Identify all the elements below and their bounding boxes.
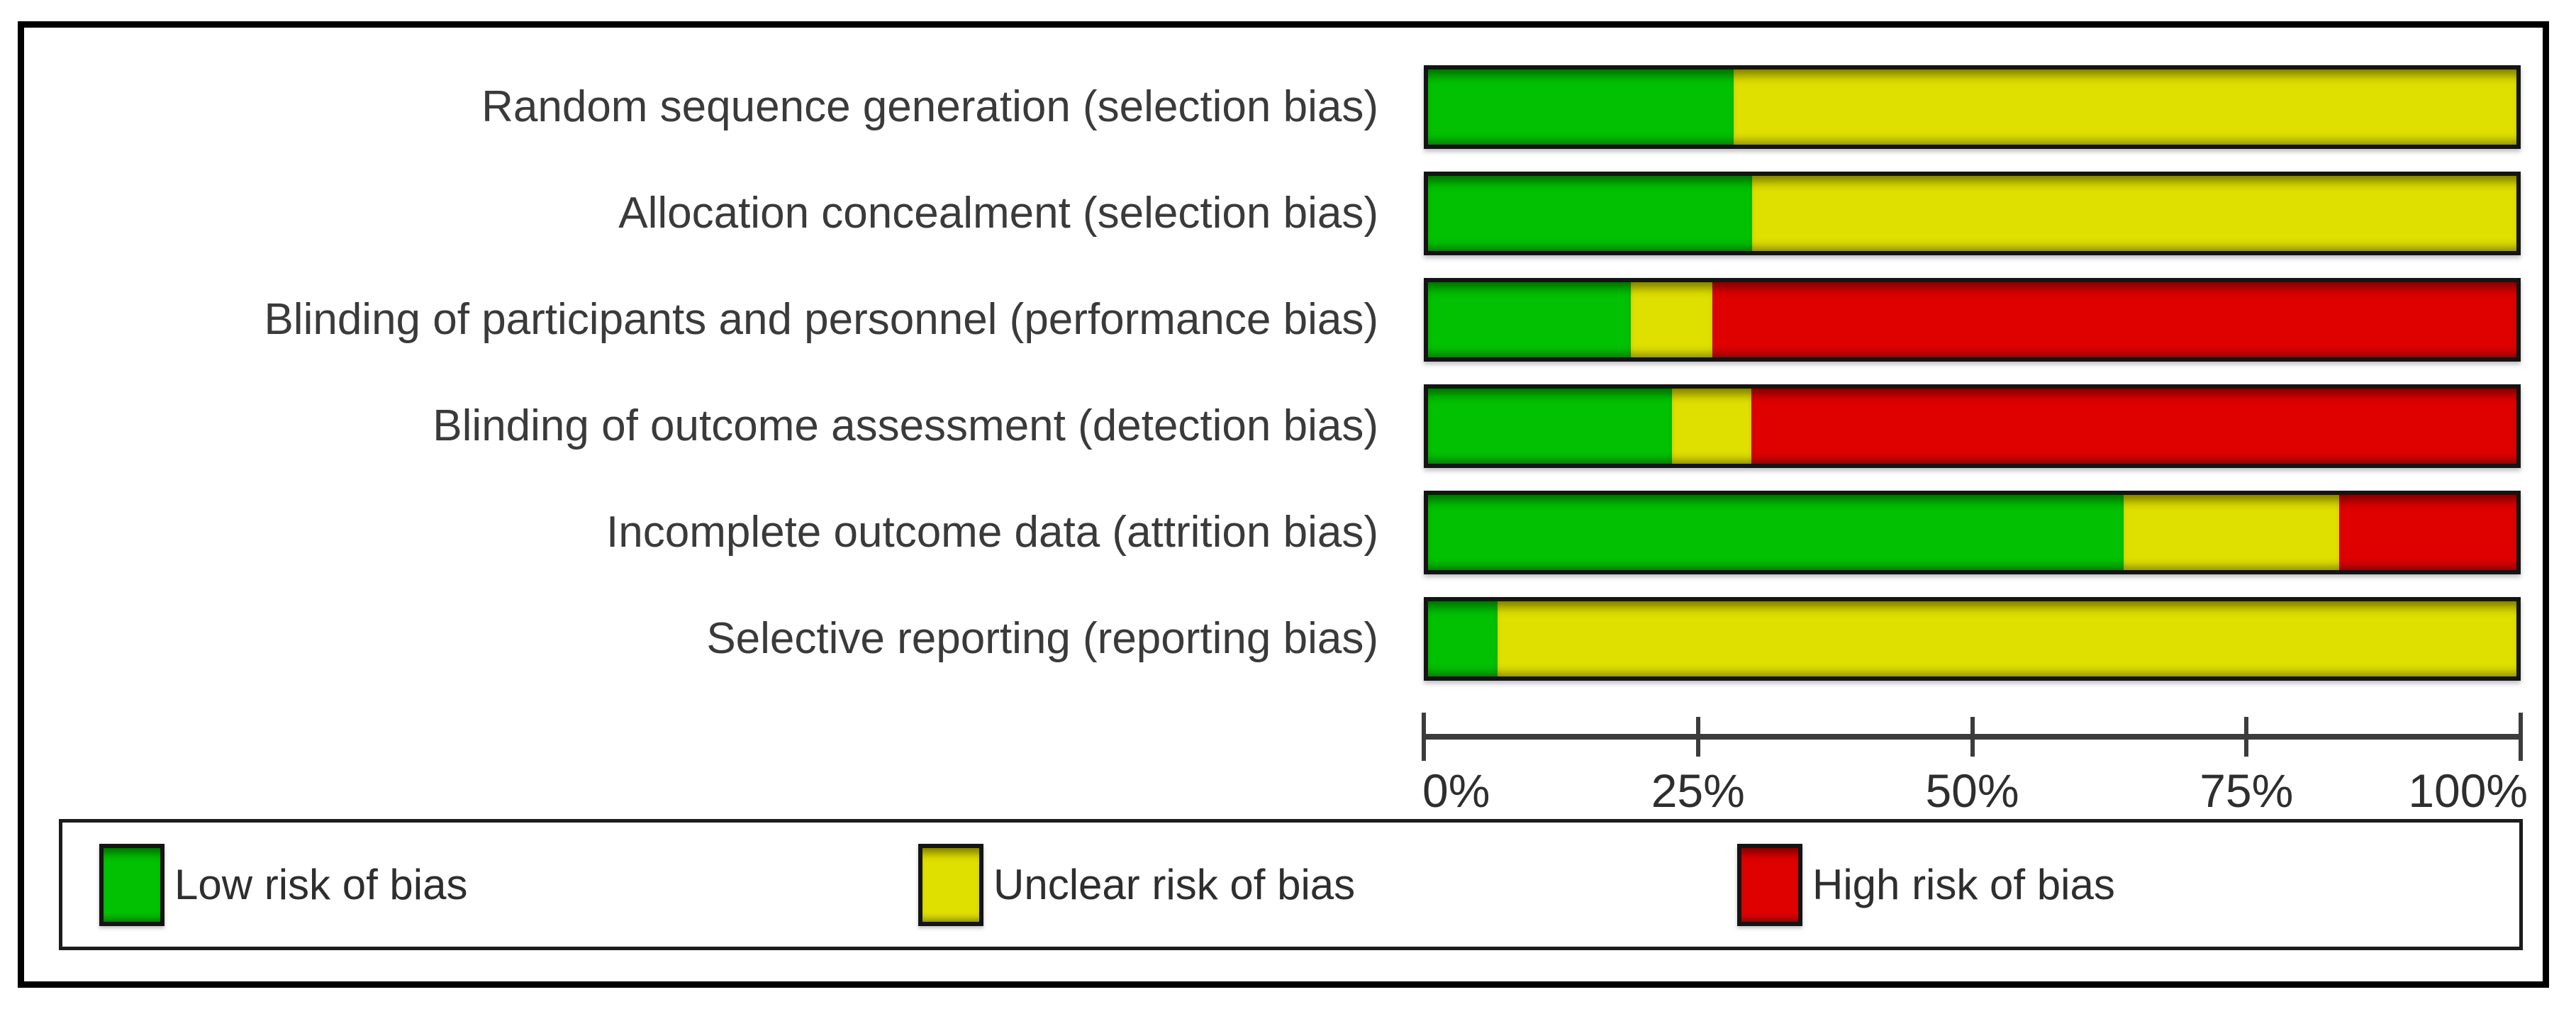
bar-segment-unclear-risk [1752, 176, 2516, 251]
legend-swatch-low-risk [99, 843, 165, 926]
tick-mark [1695, 717, 1700, 757]
stacked-bar [1424, 172, 2521, 255]
tick-label: 25% [1651, 764, 1745, 817]
category-label: Allocation concealment (selection bias) [618, 188, 1378, 238]
tick-mark [2244, 717, 2249, 757]
tick-label: 100% [2408, 764, 2528, 817]
chart-frame: Random sequence generation (selection bi… [18, 21, 2549, 988]
bar-rows: Random sequence generation (selection bi… [24, 54, 2543, 692]
row-blinding-participants-personnel: Blinding of participants and personnel (… [24, 267, 2543, 373]
tick-mark [2519, 713, 2523, 761]
tick-label: 0% [1422, 764, 1490, 817]
row-selective-reporting: Selective reporting (reporting bias) [24, 586, 2543, 692]
legend-swatch-high-risk [1737, 843, 1802, 926]
tick-label: 75% [2199, 764, 2294, 817]
bar-segment-unclear-risk [1734, 69, 2516, 145]
category-label: Blinding of participants and personnel (… [264, 294, 1378, 344]
stacked-bar [1424, 597, 2521, 681]
bar-segment-high-risk [2338, 495, 2516, 570]
legend-item-high-risk: High risk of bias [1700, 843, 2519, 926]
stacked-bar [1424, 65, 2521, 149]
bar-segment-low-risk [1428, 389, 1672, 464]
row-incomplete-outcome-data: Incomplete outcome data (attrition bias) [24, 479, 2543, 586]
bar-segment-high-risk [1751, 389, 2516, 464]
bar-segment-low-risk [1428, 176, 1753, 251]
legend-label: Low risk of bias [174, 861, 468, 908]
legend-box: Low risk of bias Unclear risk of bias Hi… [59, 819, 2523, 950]
bar-segment-unclear-risk [2123, 495, 2339, 570]
category-label: Selective reporting (reporting bias) [706, 613, 1378, 663]
bar-segment-high-risk [1712, 282, 2516, 357]
tick-label: 50% [1925, 764, 2019, 817]
tick-mark [1422, 713, 1426, 761]
stacked-bar [1424, 384, 2521, 468]
category-label: Random sequence generation (selection bi… [481, 82, 1378, 131]
bar-segment-unclear-risk [1671, 389, 1751, 464]
legend-label: High risk of bias [1812, 861, 2115, 908]
bar-segment-unclear-risk [1498, 601, 2516, 676]
row-allocation-concealment: Allocation concealment (selection bias) [24, 160, 2543, 267]
legend-swatch-unclear-risk [918, 843, 983, 926]
category-label: Incomplete outcome data (attrition bias) [606, 507, 1378, 557]
stacked-bar [1424, 491, 2521, 574]
bar-segment-low-risk [1428, 282, 1631, 357]
bar-segment-unclear-risk [1630, 282, 1712, 357]
row-blinding-outcome-assessment: Blinding of outcome assessment (detectio… [24, 373, 2543, 479]
bar-segment-low-risk [1428, 495, 2124, 570]
tick-mark [1970, 717, 1975, 757]
stacked-bar [1424, 278, 2521, 362]
bar-segment-low-risk [1428, 601, 1498, 676]
bar-segment-low-risk [1428, 69, 1734, 145]
category-label: Blinding of outcome assessment (detectio… [433, 401, 1378, 450]
legend-item-unclear-risk: Unclear risk of bias [881, 843, 1700, 926]
row-random-sequence-generation: Random sequence generation (selection bi… [24, 54, 2543, 160]
legend-label: Unclear risk of bias [993, 861, 1356, 908]
legend-item-low-risk: Low risk of bias [62, 843, 881, 926]
